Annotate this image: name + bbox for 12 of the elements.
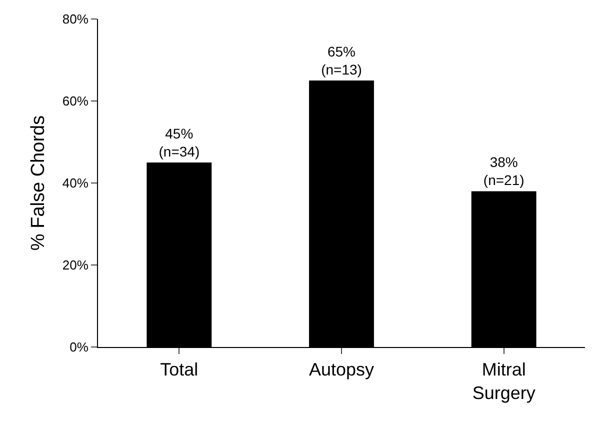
x-tick-label: Total: [160, 360, 198, 380]
y-tick-label: 80%: [62, 12, 89, 27]
y-tick-label: 40%: [62, 176, 89, 191]
data-label: 45% (n=34): [158, 125, 200, 160]
y-tick-label: 20%: [62, 258, 89, 273]
data-label: 65% (n=13): [321, 43, 362, 78]
y-tick-label: 60%: [62, 94, 89, 109]
data-label: 38% (n=21): [483, 154, 524, 188]
x-tick-label: Autopsy: [308, 360, 374, 380]
x-tick-label: Mitral Surgery: [472, 360, 536, 403]
y-axis-title: % False Chords: [28, 115, 50, 251]
y-tick-label: 0%: [70, 340, 89, 355]
